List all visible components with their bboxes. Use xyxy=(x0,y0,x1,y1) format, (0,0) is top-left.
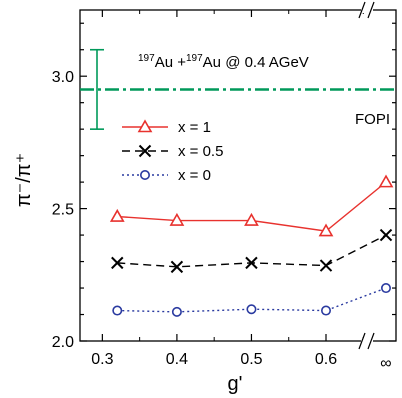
marker-stroke xyxy=(170,260,184,274)
legend-label-0: x = 1 xyxy=(178,119,211,136)
series-line-2 xyxy=(117,287,387,313)
marker-stroke xyxy=(138,144,152,158)
marker-stroke xyxy=(245,256,258,270)
annotation-plus: + xyxy=(173,54,186,71)
axis-break-mark-bottom xyxy=(367,332,375,350)
y-axis-title: π⁻/π⁺ xyxy=(13,153,35,207)
annotation-au1-symbol: Au xyxy=(155,54,173,71)
series-1-point xyxy=(170,260,184,274)
y-tick-label: 3.0 xyxy=(52,69,74,86)
x-tick-label: 0.4 xyxy=(166,351,188,368)
axis-break-mark-top xyxy=(367,1,375,19)
y-tick-label: 2.0 xyxy=(52,334,74,351)
x-tick-label: 0.3 xyxy=(91,351,113,368)
annotation-au1-mass: 197 xyxy=(138,53,155,64)
series-2-point xyxy=(320,305,331,316)
axis-break-mark-bottom xyxy=(358,332,366,350)
legend-marker-0 xyxy=(137,119,153,133)
annotation-au2-symbol: Au xyxy=(203,54,221,71)
marker-stroke xyxy=(319,259,333,272)
series-0-point xyxy=(244,212,259,226)
series-1-point xyxy=(111,256,124,270)
marker-stroke xyxy=(379,228,393,242)
series-0-point xyxy=(378,174,394,188)
marker-stroke xyxy=(111,256,124,270)
axis-break-mark-top xyxy=(358,1,366,19)
series-1-point xyxy=(319,259,333,272)
series-2-point xyxy=(112,305,123,316)
x-axis-title: g' xyxy=(228,373,243,395)
y-tick-label: 2.5 xyxy=(52,202,74,219)
x-tick-label-infinity: ∞ xyxy=(380,355,391,372)
series-0-point xyxy=(169,212,185,226)
legend-label-1: x = 0.5 xyxy=(178,143,223,160)
x-tick-label: 0.6 xyxy=(315,351,337,368)
axis-break-mask-top xyxy=(361,7,373,13)
series-1-point xyxy=(245,256,258,270)
series-0-point xyxy=(318,223,334,237)
annotation-text: 197Au +197Au @ 0.4 AGeV xyxy=(138,53,309,71)
axis-break-mask-bottom xyxy=(361,338,373,344)
series-2-point xyxy=(380,283,391,294)
legend-marker-1 xyxy=(138,144,152,158)
series-2-point xyxy=(246,304,257,315)
series-1-point xyxy=(379,228,393,242)
annotation-au2-mass: 197 xyxy=(186,53,203,64)
legend-marker-2 xyxy=(140,170,151,181)
x-tick-label: 0.5 xyxy=(240,351,262,368)
series-2-point xyxy=(171,306,182,317)
plot-frame xyxy=(79,9,397,342)
legend-label-2: x = 0 xyxy=(178,167,211,184)
reference-label: FOPI xyxy=(355,111,390,128)
annotation-rest: @ 0.4 AGeV xyxy=(221,54,309,71)
series-0-point xyxy=(109,208,125,222)
